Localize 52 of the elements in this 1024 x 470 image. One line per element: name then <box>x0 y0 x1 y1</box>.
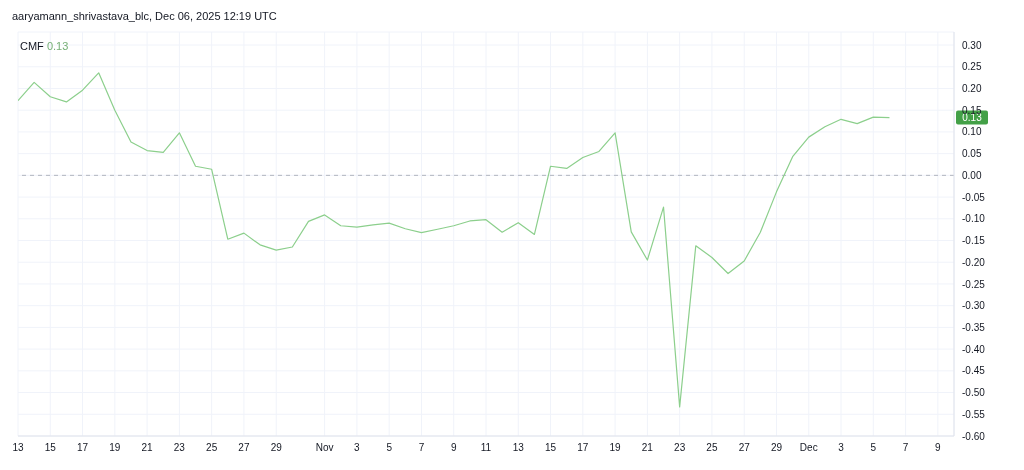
x-tick-label: 27 <box>238 442 250 454</box>
chart-title: aaryamann_shrivastava_blc, Dec 06, 2025 12:19 UTC <box>11 9 278 24</box>
y-tick-label: -0.50 <box>962 387 986 399</box>
x-tick-label: Nov <box>315 442 334 454</box>
x-tick-label: 15 <box>44 442 57 454</box>
text: CMF <box>20 40 44 52</box>
x-tick-label: Dec <box>799 442 818 454</box>
x-tick-label: 19 <box>609 442 622 454</box>
y-tick-label: 0.20 <box>962 83 982 95</box>
line-series <box>18 72 891 408</box>
x-tick-label: 13 <box>512 442 525 454</box>
x-tick-label: 17 <box>76 442 89 454</box>
y-tick-label: -0.60 <box>962 430 986 442</box>
y-tick-label: -0.30 <box>962 300 986 312</box>
y-tick-label: -0.45 <box>962 365 986 377</box>
x-tick-label: 27 <box>738 442 751 454</box>
x-tick-label: 5 <box>386 442 393 454</box>
x-tick-label: 3 <box>354 442 361 454</box>
x-tick-label: 29 <box>270 442 283 454</box>
x-tick-label: 9 <box>450 442 457 454</box>
annotation: 0.13 <box>46 40 69 52</box>
y-tick-label: 0.00 <box>962 169 982 181</box>
x-tick-label: 13 <box>12 442 24 454</box>
x-tick-label: 21 <box>141 442 154 454</box>
y-tick-label: 0.05 <box>962 148 982 160</box>
y-tick-label: 0.25 <box>962 61 982 73</box>
x-tick-label: 23 <box>674 442 686 454</box>
x-tick-label: 9 <box>935 442 942 454</box>
x-tick-label: 29 <box>770 442 783 454</box>
x-tick-label: 7 <box>418 442 425 454</box>
x-tick-label: 11 <box>480 442 492 454</box>
x-tick-label: 21 <box>641 442 654 454</box>
x-tick-label: 25 <box>206 442 218 454</box>
y-tick-label: 0.30 <box>962 39 982 51</box>
x-tick-label: 25 <box>706 442 718 454</box>
y-tick-label: -0.20 <box>962 256 986 268</box>
y-tick-label: -0.10 <box>962 213 986 225</box>
x-tick-label: 19 <box>109 442 121 454</box>
y-tick-label: -0.25 <box>962 278 986 290</box>
x-tick-label: 5 <box>870 442 877 454</box>
y-tick-label: -0.15 <box>962 235 986 247</box>
y-tick-label: 0.10 <box>962 126 982 138</box>
x-tick-label: 17 <box>577 442 589 454</box>
y-tick-label: -0.35 <box>962 321 986 333</box>
x-tick-label: 7 <box>902 442 909 454</box>
y-tick-label: -0.05 <box>962 191 986 203</box>
y-tick-label: -0.40 <box>962 343 986 355</box>
x-tick-label: 23 <box>173 442 186 454</box>
x-tick-label: 3 <box>838 442 845 454</box>
text: 0.13 <box>962 112 983 124</box>
y-tick-label: -0.55 <box>962 408 986 420</box>
x-tick-label: 15 <box>544 442 557 454</box>
